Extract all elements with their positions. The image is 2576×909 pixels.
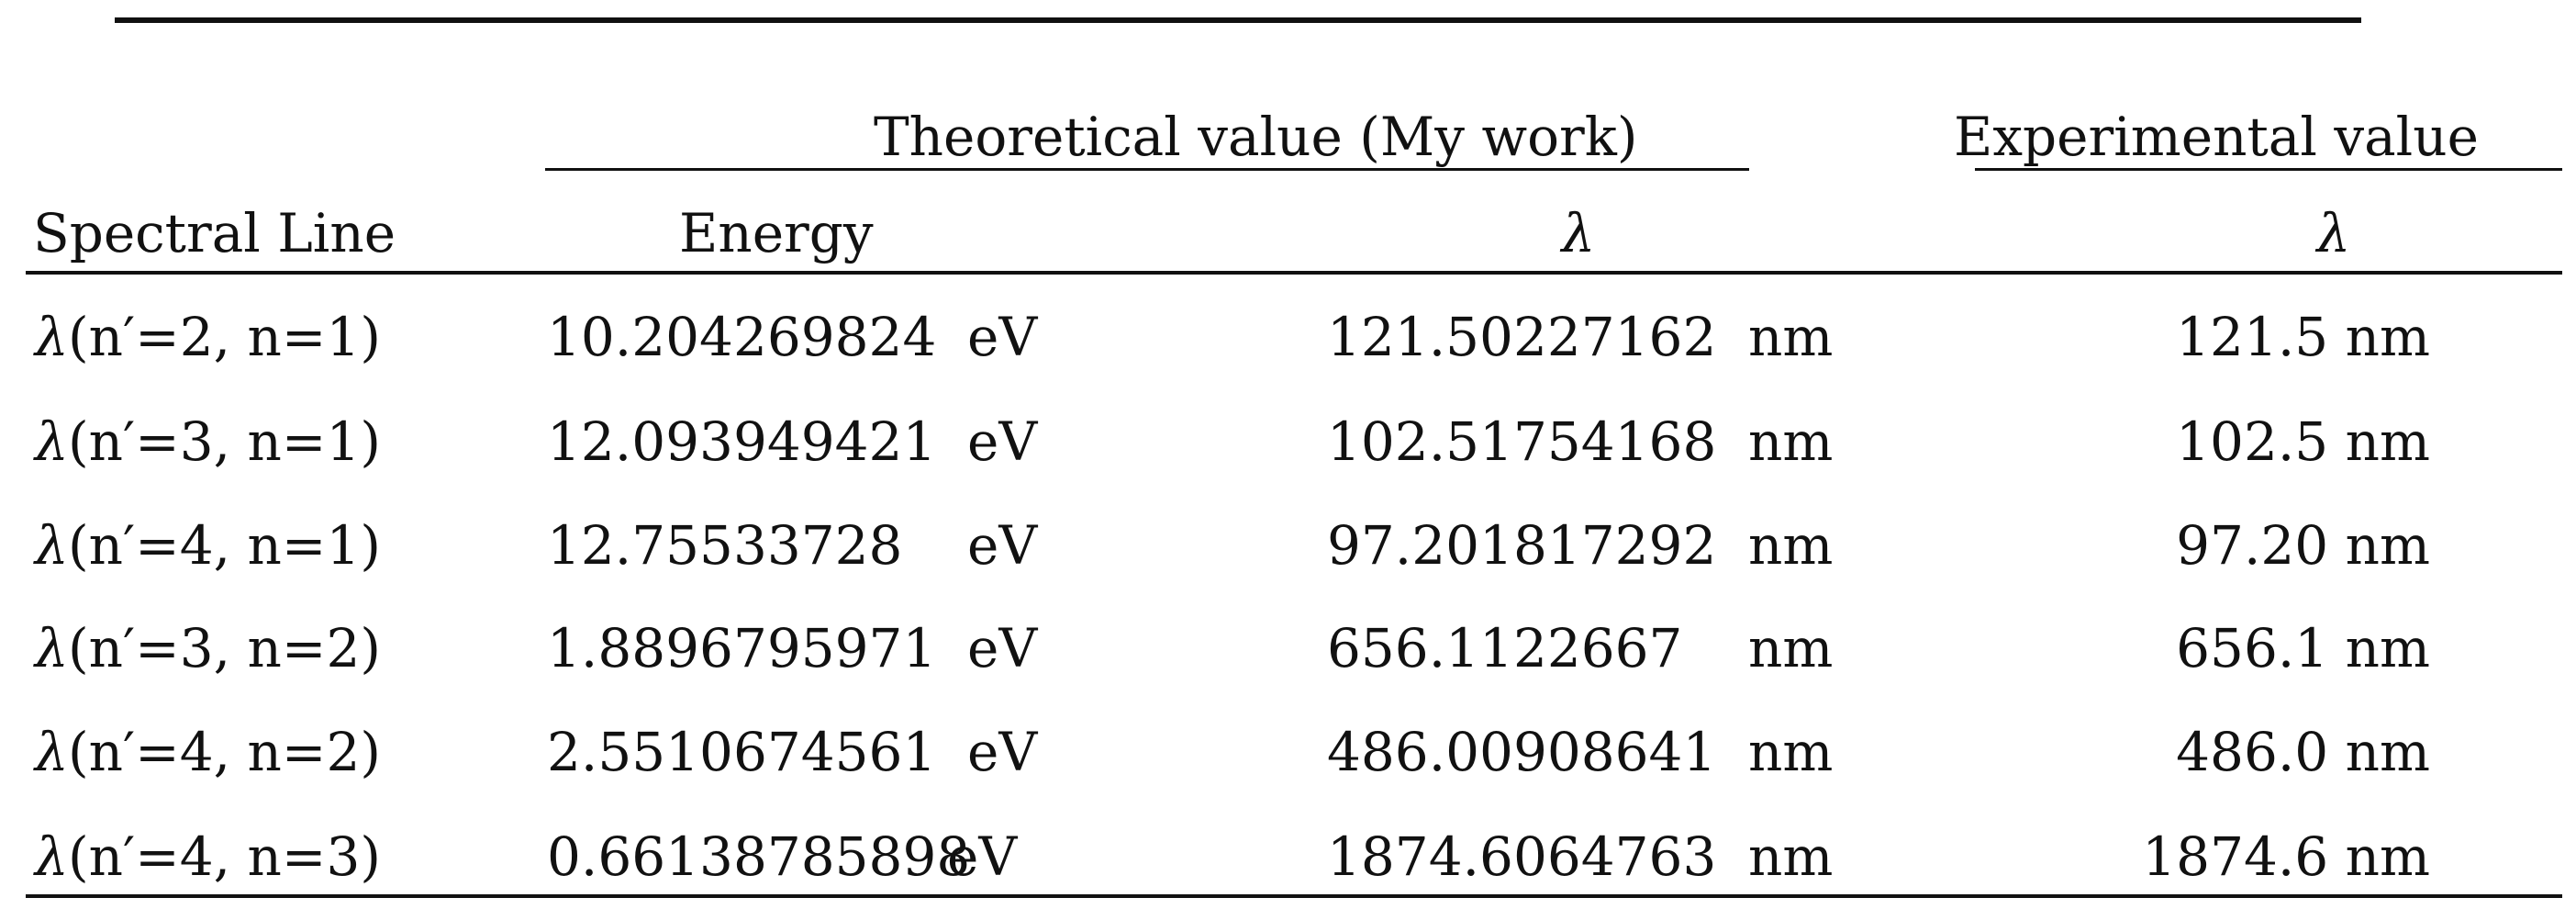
row-experimental: 121.5 nm [2176,306,2430,368]
header-bottom-rule [26,271,2562,275]
row-lambda-symbol: λ [35,306,69,368]
row-transition: (n′=4, n=2) [68,721,382,783]
row-wavelength: 486.00908641 [1327,721,1717,783]
row-wavelength: 656.1122667 [1327,617,1683,679]
energy-header: Energy [679,202,874,264]
top-rule [115,17,2361,23]
theoretical-group-rule [545,168,1749,171]
row-energy: 10.204269824 [547,306,937,368]
row-wavelength: 102.51754168 [1327,410,1717,473]
table-bottom-rule [26,894,2562,898]
theoretical-group-header: Theoretical value (My work) [874,106,1638,168]
row-energy-unit: eV [967,410,1038,473]
row-energy: 12.093949421 [547,410,937,473]
experimental-group-header: Experimental value [1954,106,2479,168]
row-experimental: 102.5 nm [2176,410,2430,473]
row-energy: 12.75533728 [547,514,903,577]
row-transition: (n′=4, n=1) [68,514,382,577]
row-transition: (n′=4, n=3) [68,825,382,888]
row-experimental: 1874.6 nm [2142,825,2430,888]
row-lambda-symbol: λ [35,721,69,783]
theoretical-lambda-header: λ [1561,202,1596,264]
row-transition: (n′=3, n=1) [68,410,382,473]
row-wavelength-unit: nm [1748,306,1834,368]
row-wavelength-unit: nm [1748,721,1834,783]
row-lambda-symbol: λ [35,617,69,679]
row-experimental: 97.20 nm [2176,514,2430,577]
row-experimental: 656.1 nm [2176,617,2430,679]
row-wavelength: 1874.6064763 [1327,825,1717,888]
row-wavelength-unit: nm [1748,410,1834,473]
row-lambda-symbol: λ [35,825,69,888]
row-transition: (n′=3, n=2) [68,617,382,679]
row-wavelength: 121.50227162 [1327,306,1717,368]
row-lambda-symbol: λ [35,514,69,577]
spectral-line-header: Spectral Line [33,202,396,264]
row-energy: 2.5510674561 [547,721,937,783]
experimental-group-rule [1975,168,2562,171]
row-experimental: 486.0 nm [2176,721,2430,783]
row-energy-unit: eV [967,306,1038,368]
row-wavelength-unit: nm [1748,825,1834,888]
row-transition: (n′=2, n=1) [68,306,382,368]
row-wavelength-unit: nm [1748,514,1834,577]
row-wavelength: 97.201817292 [1327,514,1717,577]
row-energy-unit: eV [967,514,1038,577]
row-energy-unit: eV [967,721,1038,783]
row-energy-unit: eV [947,825,1018,888]
row-energy: 1.8896795971 [547,617,937,679]
row-lambda-symbol: λ [35,410,69,473]
experimental-lambda-header: λ [2316,202,2351,264]
row-energy-unit: eV [967,617,1038,679]
row-wavelength-unit: nm [1748,617,1834,679]
row-energy: 0.66138785898 [547,825,971,888]
